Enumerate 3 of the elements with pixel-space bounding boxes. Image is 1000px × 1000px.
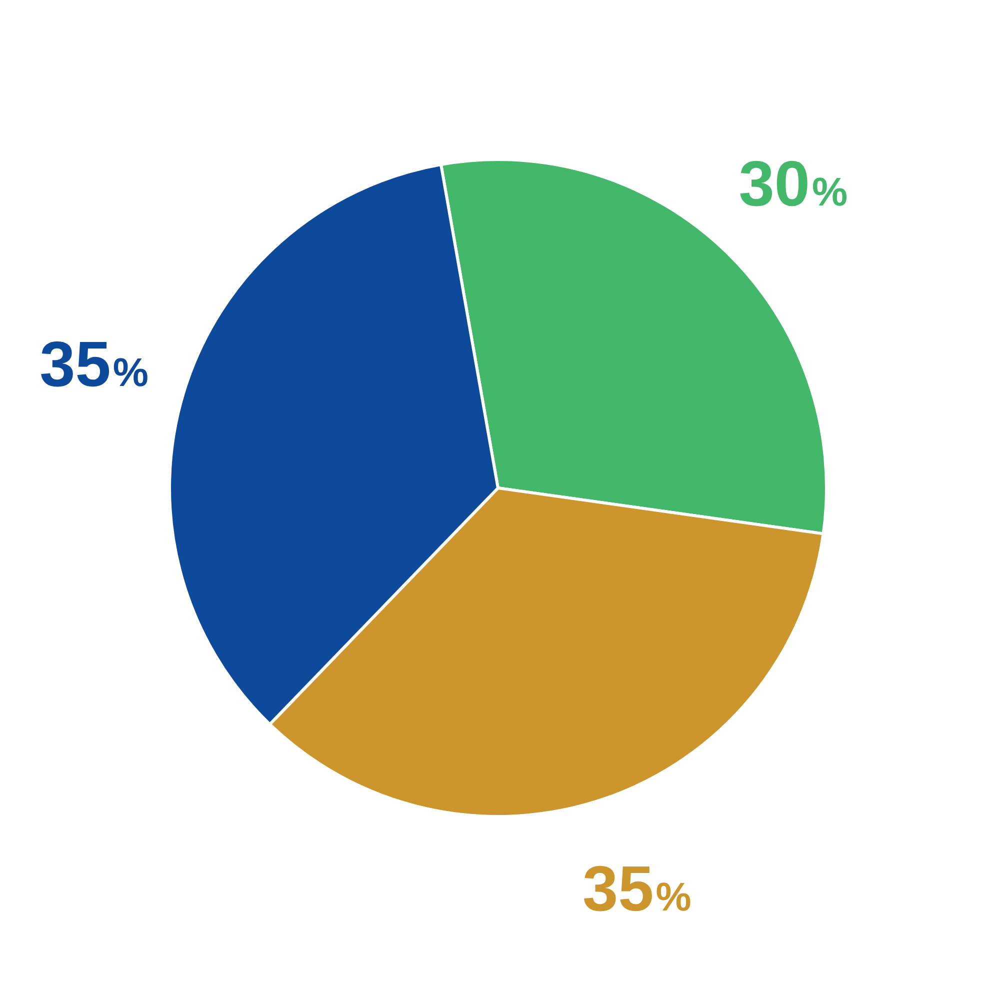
data-label: 35%	[40, 328, 148, 400]
data-label: 30%	[738, 147, 848, 220]
data-label: 35%	[582, 852, 692, 924]
